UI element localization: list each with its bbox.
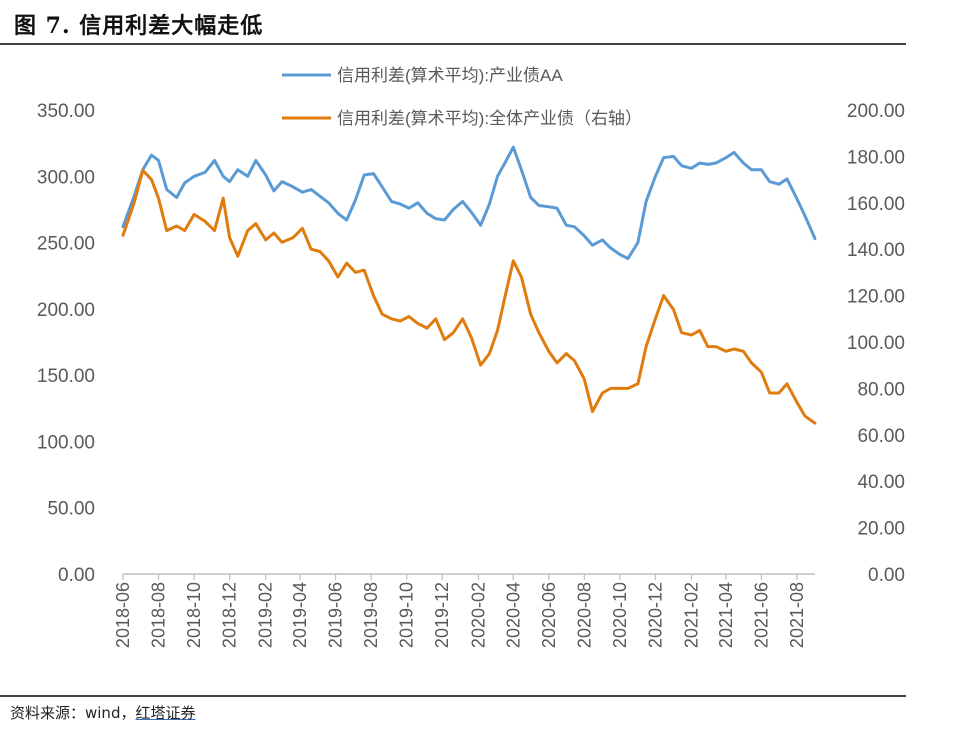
plot-lines	[121, 145, 817, 425]
x-tick-label: 2020-06	[539, 582, 559, 648]
x-tick-label: 2019-02	[256, 582, 276, 648]
source-brand: 红塔证券	[135, 704, 196, 722]
x-tick-label: 2020-02	[468, 582, 488, 648]
x-tick-label: 2018-08	[149, 582, 169, 648]
left-axis: 0.00 50.00 100.00 150.00 200.00 250.00 300.00 3…	[37, 101, 95, 586]
right-tick-label: 20.00	[857, 519, 905, 540]
right-tick-label: 60.00	[857, 426, 905, 447]
source-note: 资料来源：wind，红塔证券	[10, 702, 195, 723]
figure-title: 图 7. 信用利差大幅走低	[14, 13, 264, 39]
x-tick-label: 2021-08	[787, 582, 807, 648]
x-tick-label: 2021-04	[716, 582, 736, 648]
x-tick-label: 2020-10	[610, 582, 630, 648]
right-tick-label: 100.00	[847, 333, 905, 354]
left-tick-label: 300.00	[37, 167, 95, 188]
right-tick-label: 140.00	[847, 240, 905, 261]
x-tick-label: 2021-02	[682, 582, 702, 648]
left-tick-label: 50.00	[47, 499, 95, 520]
source-prefix: 资料来源：wind，	[10, 704, 136, 722]
legend-label-aa: 信用利差(算术平均):产业债AA	[337, 66, 563, 85]
left-tick-label: 0.00	[58, 565, 95, 586]
title-divider	[0, 43, 906, 45]
x-tick-label: 2018-10	[184, 582, 204, 648]
right-tick-label: 160.00	[847, 194, 905, 215]
left-tick-label: 250.00	[37, 234, 95, 255]
credit-spread-chart: 0.00 50.00 100.00 150.00 200.00 250.00 300.00 3…	[37, 66, 905, 648]
x-tick-label: 2019-10	[397, 582, 417, 648]
x-tick-label: 2018-06	[113, 582, 133, 648]
left-tick-label: 350.00	[37, 101, 95, 122]
left-tick-label: 150.00	[37, 366, 95, 387]
x-tick-label: 2021-06	[751, 582, 771, 648]
right-tick-label: 80.00	[857, 379, 905, 400]
x-tick-label: 2018-12	[220, 582, 240, 648]
x-tick-label: 2020-12	[645, 582, 665, 648]
source-divider	[0, 695, 906, 697]
x-tick-label: 2020-08	[574, 582, 594, 648]
right-tick-label: 120.00	[847, 287, 905, 308]
right-axis: 0.00 20.00 40.00 60.00 80.00 100.00 120.00 140.…	[847, 101, 905, 586]
chart-legend: 信用利差(算术平均):产业债AA 信用利差(算术平均):全体产业债（右轴）	[282, 66, 642, 128]
x-tick-label: 2019-12	[432, 582, 452, 648]
x-tick-label: 2019-06	[326, 582, 346, 648]
right-tick-label: 40.00	[857, 472, 905, 493]
right-tick-label: 200.00	[847, 101, 905, 122]
x-tick-label: 2019-08	[361, 582, 381, 648]
left-tick-label: 100.00	[37, 432, 95, 453]
x-tick-label: 2019-04	[290, 582, 310, 648]
right-tick-label: 0.00	[868, 565, 905, 586]
x-tick-label: 2020-04	[503, 582, 523, 648]
x-axis: 2018-06 2018-08 2018-10 2018-12 2019-02 2019-…	[113, 573, 815, 648]
series-line-aa	[121, 145, 817, 260]
right-tick-label: 180.00	[847, 147, 905, 168]
left-tick-label: 200.00	[37, 300, 95, 321]
legend-label-all: 信用利差(算术平均):全体产业债（右轴）	[337, 109, 642, 128]
series-line-all	[121, 168, 817, 425]
